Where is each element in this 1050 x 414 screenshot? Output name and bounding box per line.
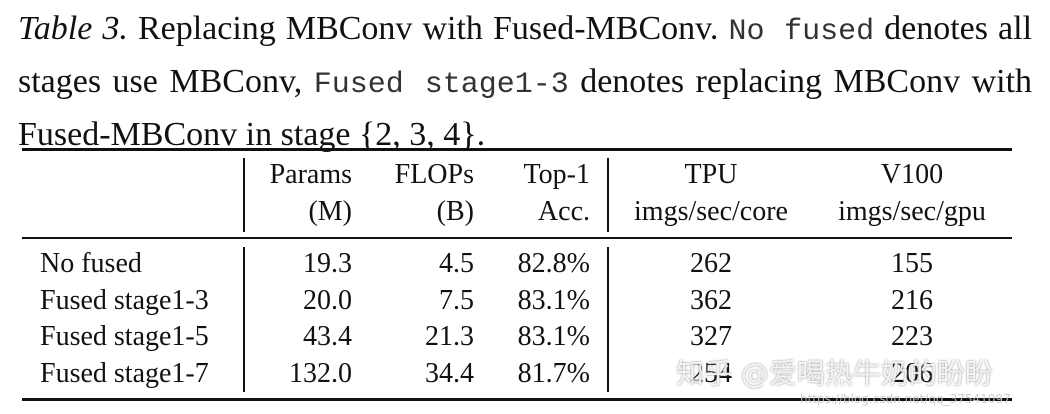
cell-value: 7.5 xyxy=(439,284,474,316)
top-rule xyxy=(22,148,1012,151)
cell-value: 83.1% xyxy=(517,321,590,352)
header-cell: FLOPs xyxy=(394,159,474,190)
header-cell: V100 xyxy=(880,159,944,190)
cell-value: 81.7% xyxy=(517,357,590,389)
column-divider xyxy=(607,158,609,232)
header-cell: Acc. xyxy=(537,196,590,227)
cell-value: 254 xyxy=(690,357,732,389)
caption-code: Fused stage1-3 xyxy=(313,68,569,102)
cell-value: 216 xyxy=(891,284,933,316)
cell-value: 132.0 xyxy=(289,357,352,389)
caption-label: Table 3. xyxy=(18,10,128,47)
watermark: 知乎 @爱喝热牛奶的盼盼 xyxy=(676,357,993,390)
caption: Table 3. Replacing MBConv with Fused-MBC… xyxy=(18,4,1032,160)
caption-title: Replacing MBConv with Fused-MBConv. xyxy=(137,10,719,47)
cell-value: 19.3 xyxy=(303,248,352,279)
header-cell: (B) xyxy=(436,196,474,227)
cell-value: 327 xyxy=(690,321,732,352)
header-cell: TPU xyxy=(684,159,738,190)
header-cell: (M) xyxy=(308,196,352,227)
header-cell: imgs/sec/core xyxy=(634,196,788,227)
cell-value: 223 xyxy=(891,321,933,352)
cell-value: 4.5 xyxy=(439,248,474,279)
watermark-url: https://blog.csdn.net/qq_37541097 xyxy=(800,392,1011,406)
cell-value: 20.0 xyxy=(303,284,352,316)
header-cell: Params xyxy=(269,159,352,190)
cell-value: 43.4 xyxy=(303,321,352,352)
bottom-rule xyxy=(22,398,1012,401)
column-divider xyxy=(243,158,245,232)
cell-value: 362 xyxy=(690,284,732,316)
cell-value: 83.1% xyxy=(517,284,590,316)
header-cell: Top-1 xyxy=(523,159,590,190)
caption-text: denotes replacing MBConv with Fused-MBCo… xyxy=(18,63,1033,153)
row-label: Fused stage1-3 xyxy=(40,284,209,316)
caption-text: denotes all stages use MBConv, xyxy=(18,10,1033,100)
cell-value: 206 xyxy=(891,357,933,389)
column-divider xyxy=(607,247,609,392)
row-label: No fused xyxy=(40,248,142,279)
header-cell: imgs/sec/gpu xyxy=(838,196,986,227)
row-label: Fused stage1-5 xyxy=(40,321,209,352)
cell-value: 155 xyxy=(891,248,933,279)
cell-value: 82.8% xyxy=(517,248,590,279)
caption-code: No fused xyxy=(728,15,875,49)
cell-value: 21.3 xyxy=(425,321,474,352)
cell-value: 34.4 xyxy=(425,357,474,389)
cell-value: 262 xyxy=(690,248,732,279)
mid-rule xyxy=(22,237,1012,239)
row-label: Fused stage1-7 xyxy=(40,357,209,389)
column-divider xyxy=(243,247,245,392)
